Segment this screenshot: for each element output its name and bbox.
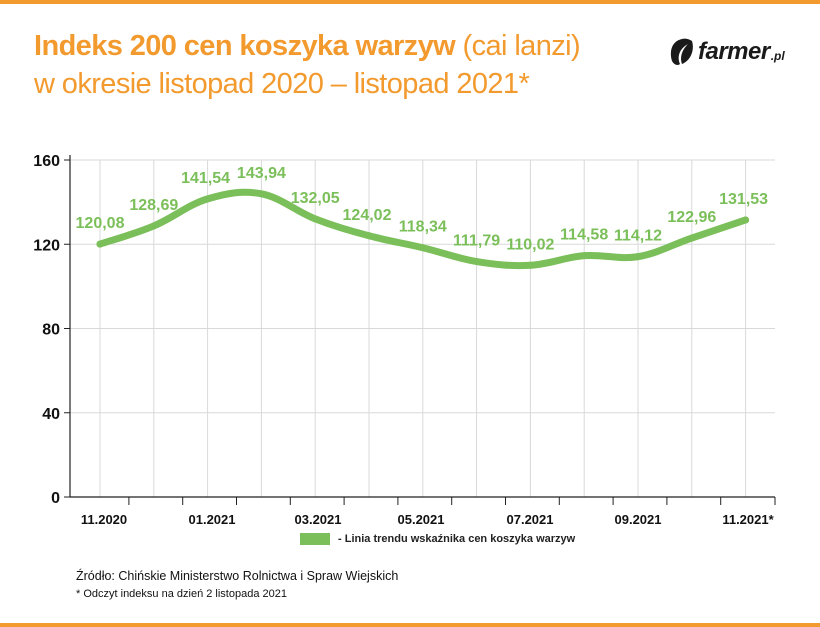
- data-point: [688, 234, 696, 242]
- y-tick-label: 40: [42, 406, 60, 423]
- x-tick-label: 11.2021*: [722, 512, 774, 527]
- y-tick-label: 120: [33, 237, 60, 254]
- y-tick-label: 0: [51, 490, 60, 507]
- x-tick-label: 05.2021: [398, 512, 445, 527]
- data-point: [419, 244, 427, 252]
- data-label: 122,96: [667, 209, 716, 226]
- data-label: 124,02: [343, 207, 392, 224]
- legend-label: - Linia trendu wskaźnika cen koszyka war…: [338, 533, 576, 545]
- top-accent-bar: [0, 0, 820, 4]
- legend-swatch: [300, 533, 330, 545]
- data-label: 110,02: [506, 236, 554, 253]
- source-text: Źródło: Chińskie Ministerstwo Rolnictwa …: [76, 569, 399, 583]
- x-tick-label: 01.2021: [189, 512, 236, 527]
- x-tick-label: 11.2020: [81, 512, 127, 527]
- y-tick-label: 80: [42, 322, 60, 339]
- logo-suffix: .pl: [770, 49, 785, 63]
- data-label: 111,79: [453, 233, 500, 250]
- y-tick-label: 160: [33, 153, 60, 170]
- logo-text: farmer: [698, 38, 770, 65]
- data-label: 120,08: [76, 215, 125, 232]
- data-label: 128,69: [129, 197, 178, 214]
- data-label: 118,34: [399, 219, 447, 236]
- data-point: [634, 253, 642, 261]
- data-point: [580, 252, 588, 260]
- title-line2: w okresie listopad 2020 – listopad 2021*: [34, 68, 530, 100]
- farmer-logo: farmer .pl: [668, 34, 785, 70]
- bottom-accent-bar: [0, 623, 820, 627]
- data-point: [96, 240, 104, 248]
- legend: - Linia trendu wskaźnika cen koszyka war…: [300, 533, 575, 545]
- data-point: [150, 222, 158, 230]
- x-tick-label: 09.2021: [615, 512, 662, 527]
- data-point: [311, 215, 319, 223]
- chart-title: Indeks 200 cen koszyka warzyw (cai lanzi…: [34, 27, 634, 103]
- data-label: 141,54: [181, 170, 230, 187]
- data-point: [204, 195, 212, 203]
- data-label: 114,12: [614, 228, 662, 245]
- data-point: [742, 216, 750, 224]
- title-bold: Indeks 200 cen koszyka warzyw: [34, 30, 456, 62]
- data-label: 114,58: [560, 227, 608, 244]
- data-label: 131,53: [719, 191, 768, 208]
- data-label: 143,94: [237, 165, 286, 182]
- x-tick-label: 07.2021: [507, 512, 554, 527]
- data-point: [526, 261, 534, 269]
- data-point: [257, 190, 265, 198]
- title-normal: (cai lanzi): [455, 30, 581, 62]
- x-tick-label: 03.2021: [295, 512, 342, 527]
- footnote-text: * Odczyt indeksu na dzień 2 listopada 20…: [76, 588, 287, 600]
- data-point: [365, 232, 373, 240]
- data-point: [473, 258, 481, 266]
- data-label: 132,05: [291, 190, 340, 207]
- leaf-icon: [670, 38, 693, 65]
